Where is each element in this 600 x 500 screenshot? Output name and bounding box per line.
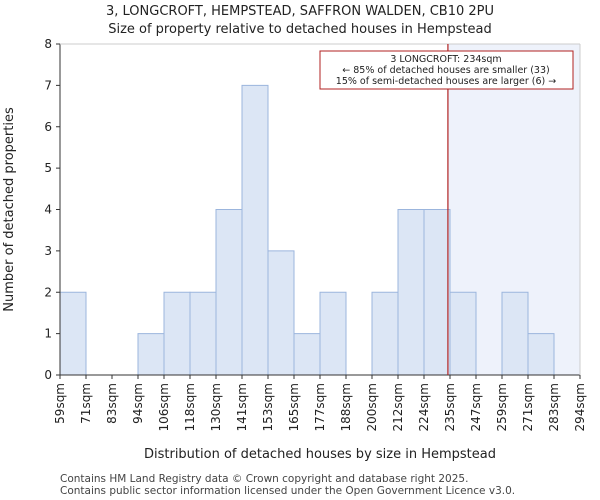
y-axis-label: Number of detached properties — [2, 107, 17, 312]
annotation-line-2: ← 85% of detached houses are smaller (33… — [342, 65, 549, 76]
x-tick-label: 224sqm — [417, 383, 431, 431]
x-tick-label: 130sqm — [209, 383, 223, 431]
x-tick-label: 177sqm — [313, 383, 327, 431]
x-tick-label: 165sqm — [287, 383, 301, 431]
x-tick-label: 271sqm — [521, 383, 535, 431]
bar-224sqm — [423, 209, 451, 376]
x-tick-label: 259sqm — [495, 383, 509, 431]
bar-165sqm — [293, 333, 321, 376]
y-tick-label: 2 — [44, 285, 52, 299]
bar-177sqm — [319, 291, 347, 376]
x-tick-label: 283sqm — [547, 383, 561, 431]
y-tick-label: 8 — [44, 37, 52, 51]
x-tick-label: 200sqm — [365, 383, 379, 431]
annotation-box — [319, 50, 574, 90]
x-tick-label: 71sqm — [79, 383, 93, 424]
bar-271sqm — [527, 333, 555, 376]
y-tick-label: 6 — [44, 120, 52, 134]
x-tick-label: 212sqm — [391, 383, 405, 431]
x-tick-label: 106sqm — [157, 383, 171, 431]
footer-line-2: Contains public sector information licen… — [60, 485, 516, 497]
x-axis-label: Distribution of detached houses by size … — [144, 447, 496, 462]
bar-153sqm — [267, 250, 295, 376]
x-tick-label: 247sqm — [469, 383, 483, 431]
y-tick-label: 0 — [44, 368, 52, 382]
bar-235sqm — [449, 291, 477, 376]
bar-118sqm — [189, 291, 217, 376]
x-tick-label: 141sqm — [235, 383, 249, 431]
y-tick-label: 1 — [44, 327, 52, 341]
x-tick-label: 153sqm — [261, 383, 275, 431]
bar-259sqm — [501, 291, 529, 376]
bar-141sqm — [241, 84, 269, 376]
x-tick-label: 235sqm — [443, 383, 457, 431]
y-tick-label: 7 — [44, 78, 52, 92]
y-tick-label: 3 — [44, 244, 52, 258]
bar-94sqm — [137, 333, 165, 376]
chart-title: 3, LONGCROFT, HEMPSTEAD, SAFFRON WALDEN,… — [105, 4, 494, 19]
bar-212sqm — [397, 209, 425, 376]
annotation-line-3: 15% of semi-detached houses are larger (… — [336, 76, 556, 87]
y-tick-label: 4 — [44, 203, 52, 217]
x-tick-label: 294sqm — [573, 383, 587, 431]
annotation-line-1: 3 LONGCROFT: 234sqm — [390, 54, 501, 65]
x-tick-label: 83sqm — [105, 383, 119, 424]
x-tick-label: 118sqm — [183, 383, 197, 431]
bar-59sqm — [59, 291, 87, 376]
bar-200sqm — [371, 291, 399, 376]
bar-130sqm — [215, 209, 243, 376]
x-tick-label: 59sqm — [53, 383, 67, 424]
x-tick-label: 188sqm — [339, 383, 353, 431]
bar-106sqm — [163, 291, 191, 376]
y-tick-label: 5 — [44, 161, 52, 175]
footer-line-1: Contains HM Land Registry data © Crown c… — [60, 473, 469, 485]
chart-subtitle: Size of property relative to detached ho… — [108, 22, 492, 37]
x-tick-label: 94sqm — [131, 383, 145, 424]
